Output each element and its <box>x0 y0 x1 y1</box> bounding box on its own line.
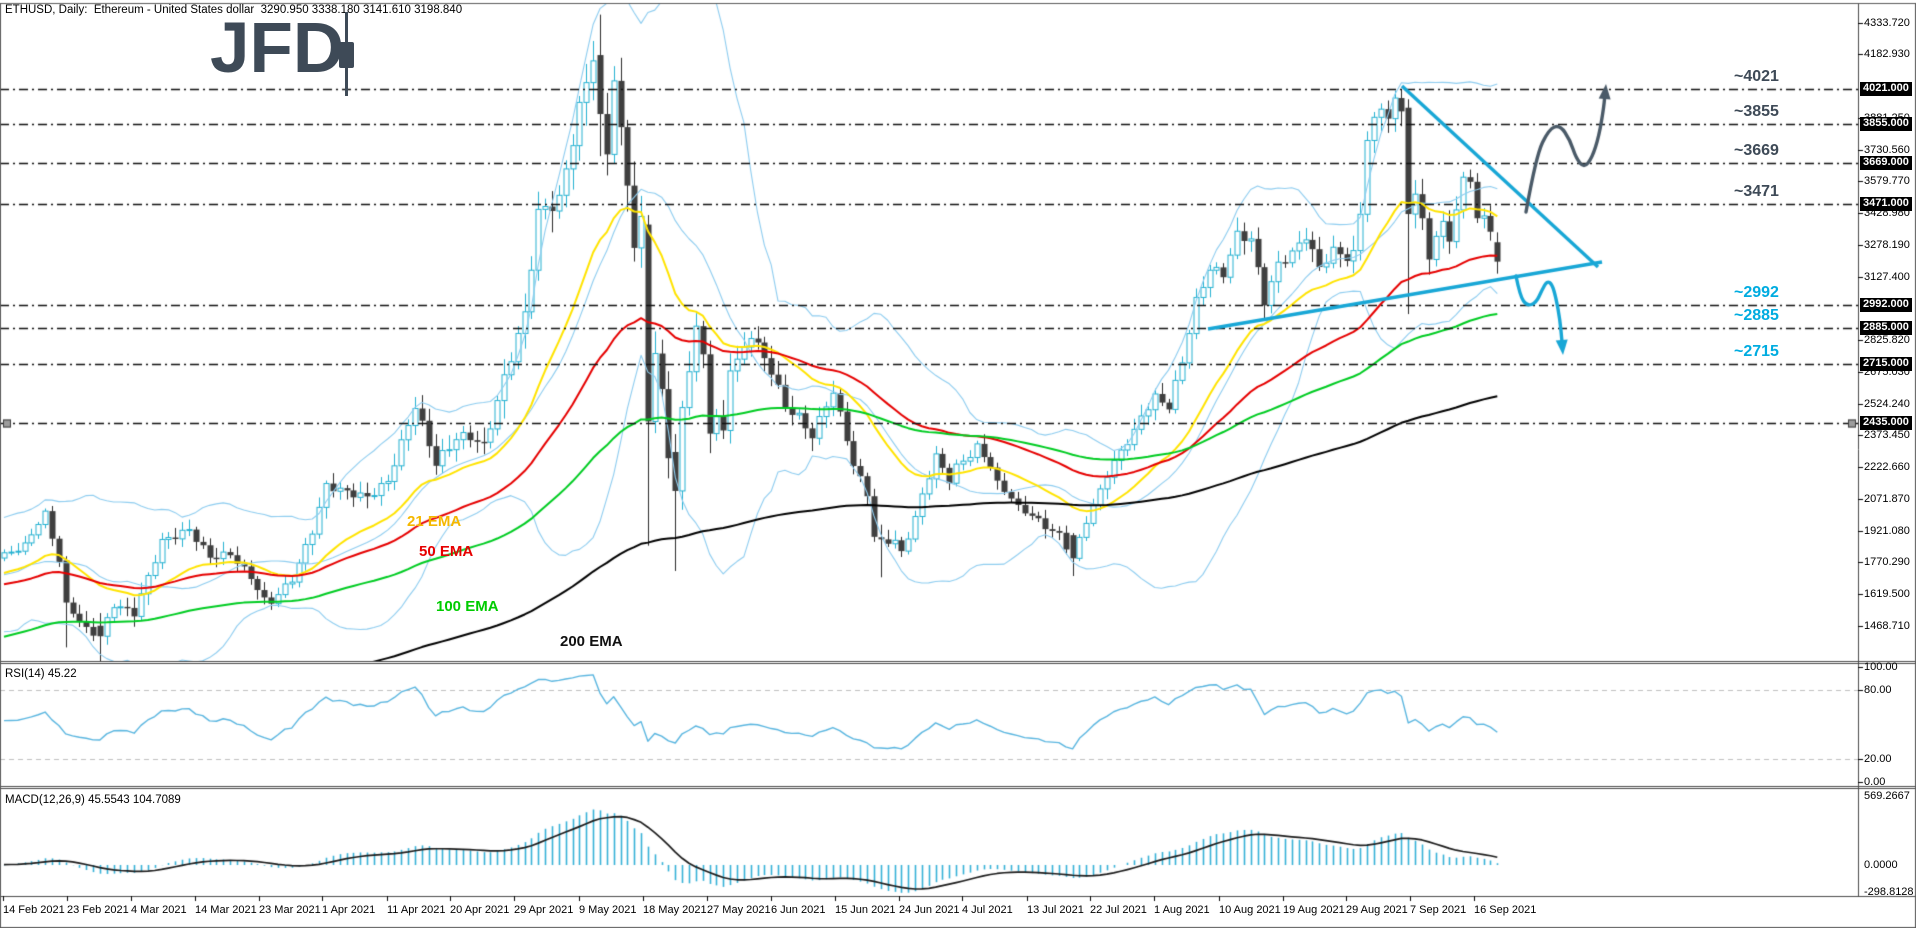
price-axis-level-badge: 3669.000 <box>1860 156 1912 170</box>
rsi-axis-label: 100.00 <box>1864 661 1898 673</box>
macd-axis-label: -298.8128 <box>1864 886 1914 898</box>
date-axis-label: 19 Aug 2021 <box>1283 904 1345 916</box>
price-axis-label: 2524.240 <box>1864 398 1910 410</box>
price-axis-level-badge: 3471.000 <box>1860 197 1912 211</box>
price-level-label: ~2992 <box>1734 284 1779 301</box>
date-axis-label: 6 Jun 2021 <box>771 904 826 916</box>
date-axis-label: 23 Feb 2021 <box>67 904 129 916</box>
date-axis-label: 4 Mar 2021 <box>131 904 187 916</box>
price-level-label: ~3669 <box>1734 142 1779 159</box>
price-axis-level-badge: 2435.000 <box>1860 416 1912 430</box>
price-axis-label: 1619.500 <box>1864 588 1910 600</box>
macd-indicator-label: MACD(12,26,9) 45.5543 104.7089 <box>5 794 181 806</box>
date-axis-label: 1 Aug 2021 <box>1154 904 1210 916</box>
rsi-axis-label: 0.00 <box>1864 776 1886 788</box>
date-axis-label: 22 Jul 2021 <box>1090 904 1147 916</box>
rsi-axis-label: 20.00 <box>1864 753 1892 765</box>
date-axis-label: 14 Mar 2021 <box>195 904 257 916</box>
price-level-label: ~2715 <box>1734 343 1779 360</box>
rsi-axis-label: 80.00 <box>1864 684 1892 696</box>
price-axis-level-badge: 2992.000 <box>1860 298 1912 312</box>
date-axis-label: 24 Jun 2021 <box>899 904 960 916</box>
date-axis-label: 14 Feb 2021 <box>3 904 65 916</box>
price-axis-label: 2825.820 <box>1864 334 1910 346</box>
date-axis-label: 20 Apr 2021 <box>450 904 510 916</box>
date-axis-label: 11 Apr 2021 <box>387 904 446 916</box>
date-axis-label: 4 Jul 2021 <box>962 904 1013 916</box>
price-axis-level-badge: 4021.000 <box>1860 82 1912 96</box>
macd-axis-label: 569.2667 <box>1864 790 1910 802</box>
price-axis-level-badge: 2715.000 <box>1860 357 1912 371</box>
price-level-label: ~3855 <box>1734 103 1779 120</box>
price-axis-label: 1921.080 <box>1864 525 1910 537</box>
price-axis-label: 2222.660 <box>1864 461 1910 473</box>
price-level-label: ~3471 <box>1734 183 1779 200</box>
date-axis-label: 13 Jul 2021 <box>1027 904 1084 916</box>
rsi-indicator-label: RSI(14) 45.22 <box>5 668 77 680</box>
price-axis-label: 4182.930 <box>1864 48 1910 60</box>
ema-label: 100 EMA <box>436 598 499 615</box>
price-axis-label: 3579.770 <box>1864 175 1910 187</box>
date-axis-label: 16 Sep 2021 <box>1474 904 1537 916</box>
date-axis-label: 7 Sep 2021 <box>1410 904 1467 916</box>
broker-logo-text: JFD <box>210 9 345 88</box>
price-axis-label: 3127.400 <box>1864 271 1910 283</box>
ema-label: 200 EMA <box>560 633 623 650</box>
date-axis-label: 23 Mar 2021 <box>259 904 321 916</box>
price-axis-label: 2071.870 <box>1864 493 1910 505</box>
date-axis-label: 27 May 2021 <box>707 904 771 916</box>
date-axis-label: 9 May 2021 <box>579 904 637 916</box>
logo-candlestick-body-icon <box>339 42 354 68</box>
price-level-label: ~4021 <box>1734 68 1779 85</box>
price-axis-label: 3278.190 <box>1864 239 1910 251</box>
price-axis-level-badge: 2885.000 <box>1860 321 1912 335</box>
price-axis-label: 3730.560 <box>1864 144 1910 156</box>
price-axis-label: 4333.720 <box>1864 17 1910 29</box>
price-axis-level-badge: 3855.000 <box>1860 117 1912 131</box>
price-axis-label: 1770.290 <box>1864 556 1910 568</box>
date-axis-label: 18 May 2021 <box>643 904 707 916</box>
macd-axis-label: 0.0000 <box>1864 859 1898 871</box>
broker-logo: JFD <box>210 4 400 96</box>
price-axis-label: 1468.710 <box>1864 620 1910 632</box>
ema-label: 21 EMA <box>407 513 462 530</box>
date-axis-label: 10 Aug 2021 <box>1219 904 1281 916</box>
date-axis-label: 1 Apr 2021 <box>322 904 376 916</box>
price-axis-label: 2373.450 <box>1864 429 1910 441</box>
date-axis-label: 29 Apr 2021 <box>514 904 574 916</box>
date-axis-label: 29 Aug 2021 <box>1346 904 1408 916</box>
date-axis-label: 15 Jun 2021 <box>835 904 896 916</box>
price-level-label: ~2885 <box>1734 307 1779 324</box>
ema-label: 50 EMA <box>419 543 474 560</box>
